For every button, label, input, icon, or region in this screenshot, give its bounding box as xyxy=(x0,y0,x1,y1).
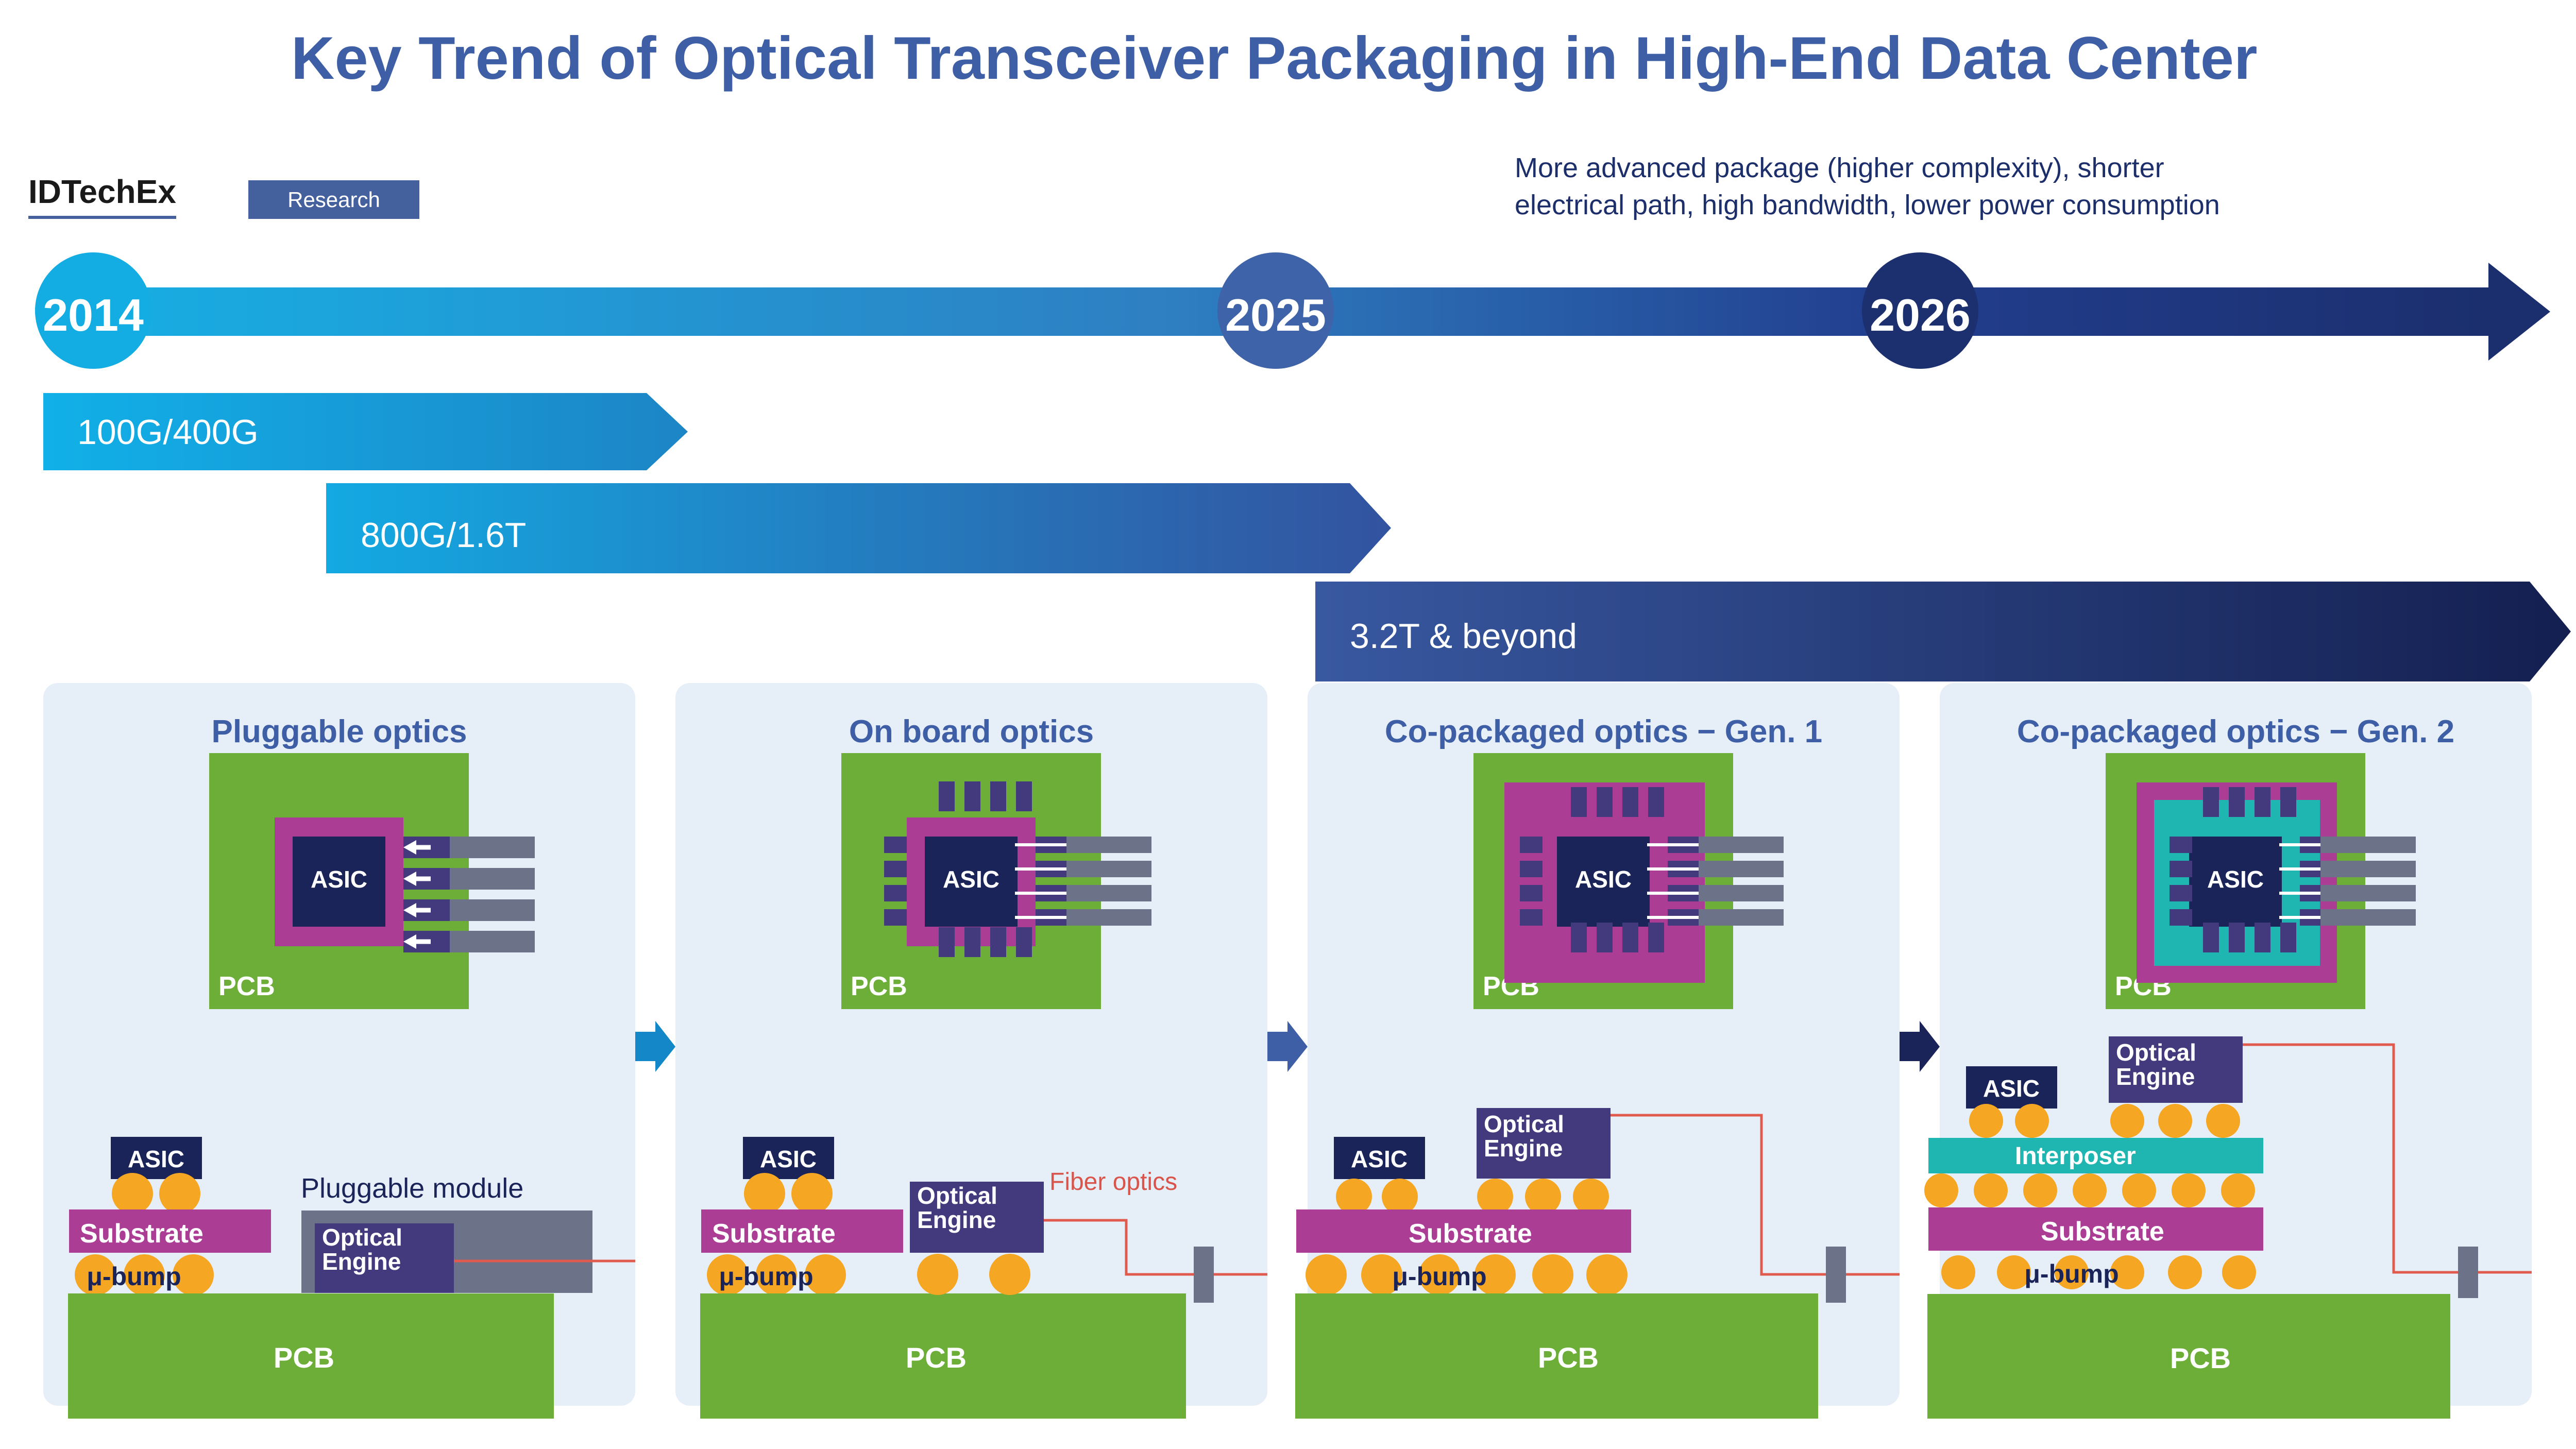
svg-text:Engine: Engine xyxy=(322,1248,401,1275)
svg-text:ASIC: ASIC xyxy=(128,1146,184,1172)
svg-text:PCB: PCB xyxy=(218,971,275,1001)
svg-text:PCB: PCB xyxy=(851,971,907,1001)
svg-text:Substrate: Substrate xyxy=(80,1219,204,1249)
svg-text:ASIC: ASIC xyxy=(2207,866,2264,893)
svg-text:PCB: PCB xyxy=(1538,1341,1599,1374)
svg-text:ASIC: ASIC xyxy=(1983,1075,2040,1102)
svg-text:PCB: PCB xyxy=(274,1341,334,1374)
svg-text:μ-bump: μ-bump xyxy=(1392,1262,1486,1291)
svg-text:ASIC: ASIC xyxy=(1351,1146,1408,1172)
svg-text:Pluggable module: Pluggable module xyxy=(301,1173,523,1204)
svg-text:PCB: PCB xyxy=(2170,1342,2231,1374)
svg-text:Engine: Engine xyxy=(917,1206,996,1233)
svg-text:Fiber optics: Fiber optics xyxy=(1049,1168,1177,1196)
svg-text:Optical: Optical xyxy=(1484,1111,1564,1137)
svg-text:Engine: Engine xyxy=(1484,1135,1563,1162)
svg-text:Optical: Optical xyxy=(322,1224,402,1251)
svg-text:Engine: Engine xyxy=(2116,1063,2195,1090)
svg-text:ASIC: ASIC xyxy=(1575,866,1632,893)
svg-text:ASIC: ASIC xyxy=(760,1146,817,1172)
svg-text:ASIC: ASIC xyxy=(311,866,367,893)
svg-text:Interposer: Interposer xyxy=(2015,1143,2136,1170)
svg-text:Substrate: Substrate xyxy=(712,1219,836,1249)
svg-text:Optical: Optical xyxy=(2116,1039,2196,1066)
svg-text:PCB: PCB xyxy=(906,1341,967,1374)
svg-text:Optical: Optical xyxy=(917,1182,997,1209)
svg-text:μ-bump: μ-bump xyxy=(2024,1259,2119,1288)
svg-text:Substrate: Substrate xyxy=(1409,1219,1532,1249)
svg-text:Substrate: Substrate xyxy=(2041,1217,2164,1247)
svg-text:ASIC: ASIC xyxy=(943,866,999,893)
svg-text:μ-bump: μ-bump xyxy=(87,1262,181,1291)
svg-text:μ-bump: μ-bump xyxy=(719,1262,813,1291)
